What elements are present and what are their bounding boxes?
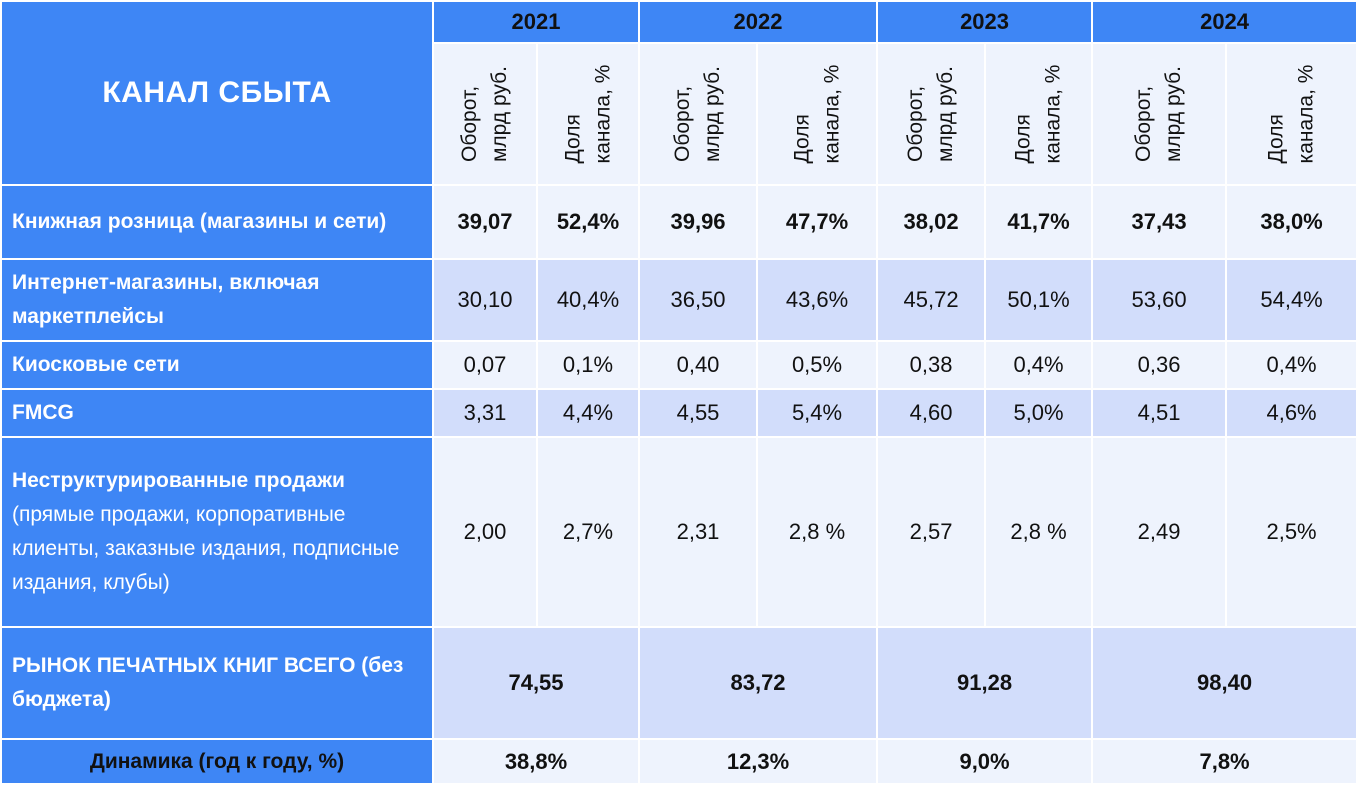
value-cell: 0,5% — [756, 340, 879, 390]
row-label: Книжная розница (магазины и сети) — [0, 184, 434, 260]
value-cell: 4,60 — [876, 388, 987, 438]
subheader-share: Доля канала, % — [756, 42, 879, 186]
subheader-share: Доля канала, % — [984, 42, 1094, 186]
value-cell: 2,57 — [876, 436, 987, 628]
value-cell: 41,7% — [984, 184, 1094, 260]
dynamics-value-2022: 12,3% — [638, 738, 879, 785]
subheader-turnover: Оборот, млрд руб. — [1091, 42, 1228, 186]
row-label: FMCG — [0, 388, 434, 438]
value-cell: 2,31 — [638, 436, 759, 628]
table-row: Неструктурированные продажи (прямые прод… — [0, 436, 1356, 628]
total-label: РЫНОК ПЕЧАТНЫХ КНИГ ВСЕГО (без бюджета) — [0, 626, 434, 740]
row-label: Неструктурированные продажи (прямые прод… — [0, 436, 434, 628]
total-value-2021: 74,55 — [431, 626, 641, 740]
value-cell: 5,4% — [756, 388, 879, 438]
value-cell: 2,00 — [432, 436, 538, 628]
value-cell: 5,0% — [984, 388, 1094, 438]
subheader-turnover: Оборот, млрд руб. — [432, 42, 538, 186]
value-cell: 0,1% — [535, 340, 641, 390]
value-cell: 4,51 — [1091, 388, 1228, 438]
value-cell: 43,6% — [756, 258, 879, 342]
value-cell: 0,36 — [1091, 340, 1228, 390]
value-cell: 3,31 — [432, 388, 538, 438]
value-cell: 39,07 — [432, 184, 538, 260]
dynamics-value-2024: 7,8% — [1091, 738, 1356, 785]
value-cell: 0,40 — [638, 340, 759, 390]
value-cell: 36,50 — [638, 258, 759, 342]
value-cell: 50,1% — [984, 258, 1094, 342]
value-cell: 2,8 % — [756, 436, 879, 628]
value-cell: 0,4% — [1225, 340, 1356, 390]
value-cell: 2,49 — [1091, 436, 1228, 628]
value-cell: 2,7% — [535, 436, 641, 628]
table-row: Киосковые сети 0,07 0,1% 0,40 0,5% 0,38 … — [0, 340, 1356, 390]
table-row: FMCG 3,31 4,4% 4,55 5,4% 4,60 5,0% 4,51 … — [0, 388, 1356, 438]
value-cell: 2,5% — [1225, 436, 1356, 628]
year-header-2023: 2023 — [876, 0, 1094, 44]
subheader-turnover: Оборот, млрд руб. — [638, 42, 759, 186]
year-header-2022: 2022 — [638, 0, 879, 44]
total-value-2022: 83,72 — [638, 626, 879, 740]
total-value-2024: 98,40 — [1091, 626, 1356, 740]
value-cell: 38,0% — [1225, 184, 1356, 260]
year-header-2021: 2021 — [431, 0, 641, 44]
value-cell: 38,02 — [876, 184, 987, 260]
subheader-turnover: Оборот, млрд руб. — [876, 42, 987, 186]
table-row: Книжная розница (магазины и сети) 39,07 … — [0, 184, 1356, 260]
value-cell: 45,72 — [876, 258, 987, 342]
subheader-share: Доля канала, % — [1225, 42, 1356, 186]
year-header-2024: 2024 — [1091, 0, 1356, 44]
value-cell: 53,60 — [1091, 258, 1228, 342]
subheader-share: Доля канала, % — [535, 42, 641, 186]
value-cell: 54,4% — [1225, 258, 1356, 342]
value-cell: 0,4% — [984, 340, 1094, 390]
value-cell: 47,7% — [756, 184, 879, 260]
dynamics-row: Динамика (год к году, %) 38,8% 12,3% 9,0… — [0, 738, 1356, 785]
value-cell: 4,55 — [638, 388, 759, 438]
value-cell: 40,4% — [535, 258, 641, 342]
dynamics-value-2023: 9,0% — [876, 738, 1094, 785]
value-cell: 39,96 — [638, 184, 759, 260]
table-row: Интернет-магазины, включая маркетплейсы … — [0, 258, 1356, 342]
value-cell: 37,43 — [1091, 184, 1228, 260]
value-cell: 4,6% — [1225, 388, 1356, 438]
value-cell: 30,10 — [432, 258, 538, 342]
value-cell: 4,4% — [535, 388, 641, 438]
row-label: Интернет-магазины, включая маркетплейсы — [0, 258, 434, 342]
total-row: РЫНОК ПЕЧАТНЫХ КНИГ ВСЕГО (без бюджета) … — [0, 626, 1356, 740]
row-label: Киосковые сети — [0, 340, 434, 390]
channel-column-header: КАНАЛ СБЫТА — [0, 0, 434, 186]
value-cell: 2,8 % — [984, 436, 1094, 628]
dynamics-label: Динамика (год к году, %) — [0, 738, 434, 785]
total-value-2023: 91,28 — [876, 626, 1094, 740]
value-cell: 52,4% — [535, 184, 641, 260]
dynamics-value-2021: 38,8% — [431, 738, 641, 785]
value-cell: 0,38 — [876, 340, 987, 390]
value-cell: 0,07 — [432, 340, 538, 390]
